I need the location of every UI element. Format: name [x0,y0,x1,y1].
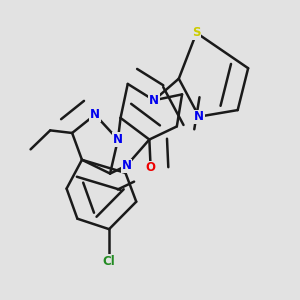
Text: N: N [90,108,100,121]
Text: N: N [113,133,123,146]
Text: S: S [192,26,201,39]
Text: N: N [122,159,131,172]
Text: O: O [146,161,156,175]
Text: Cl: Cl [103,255,116,268]
Text: N: N [149,94,159,107]
Text: N: N [194,110,204,123]
